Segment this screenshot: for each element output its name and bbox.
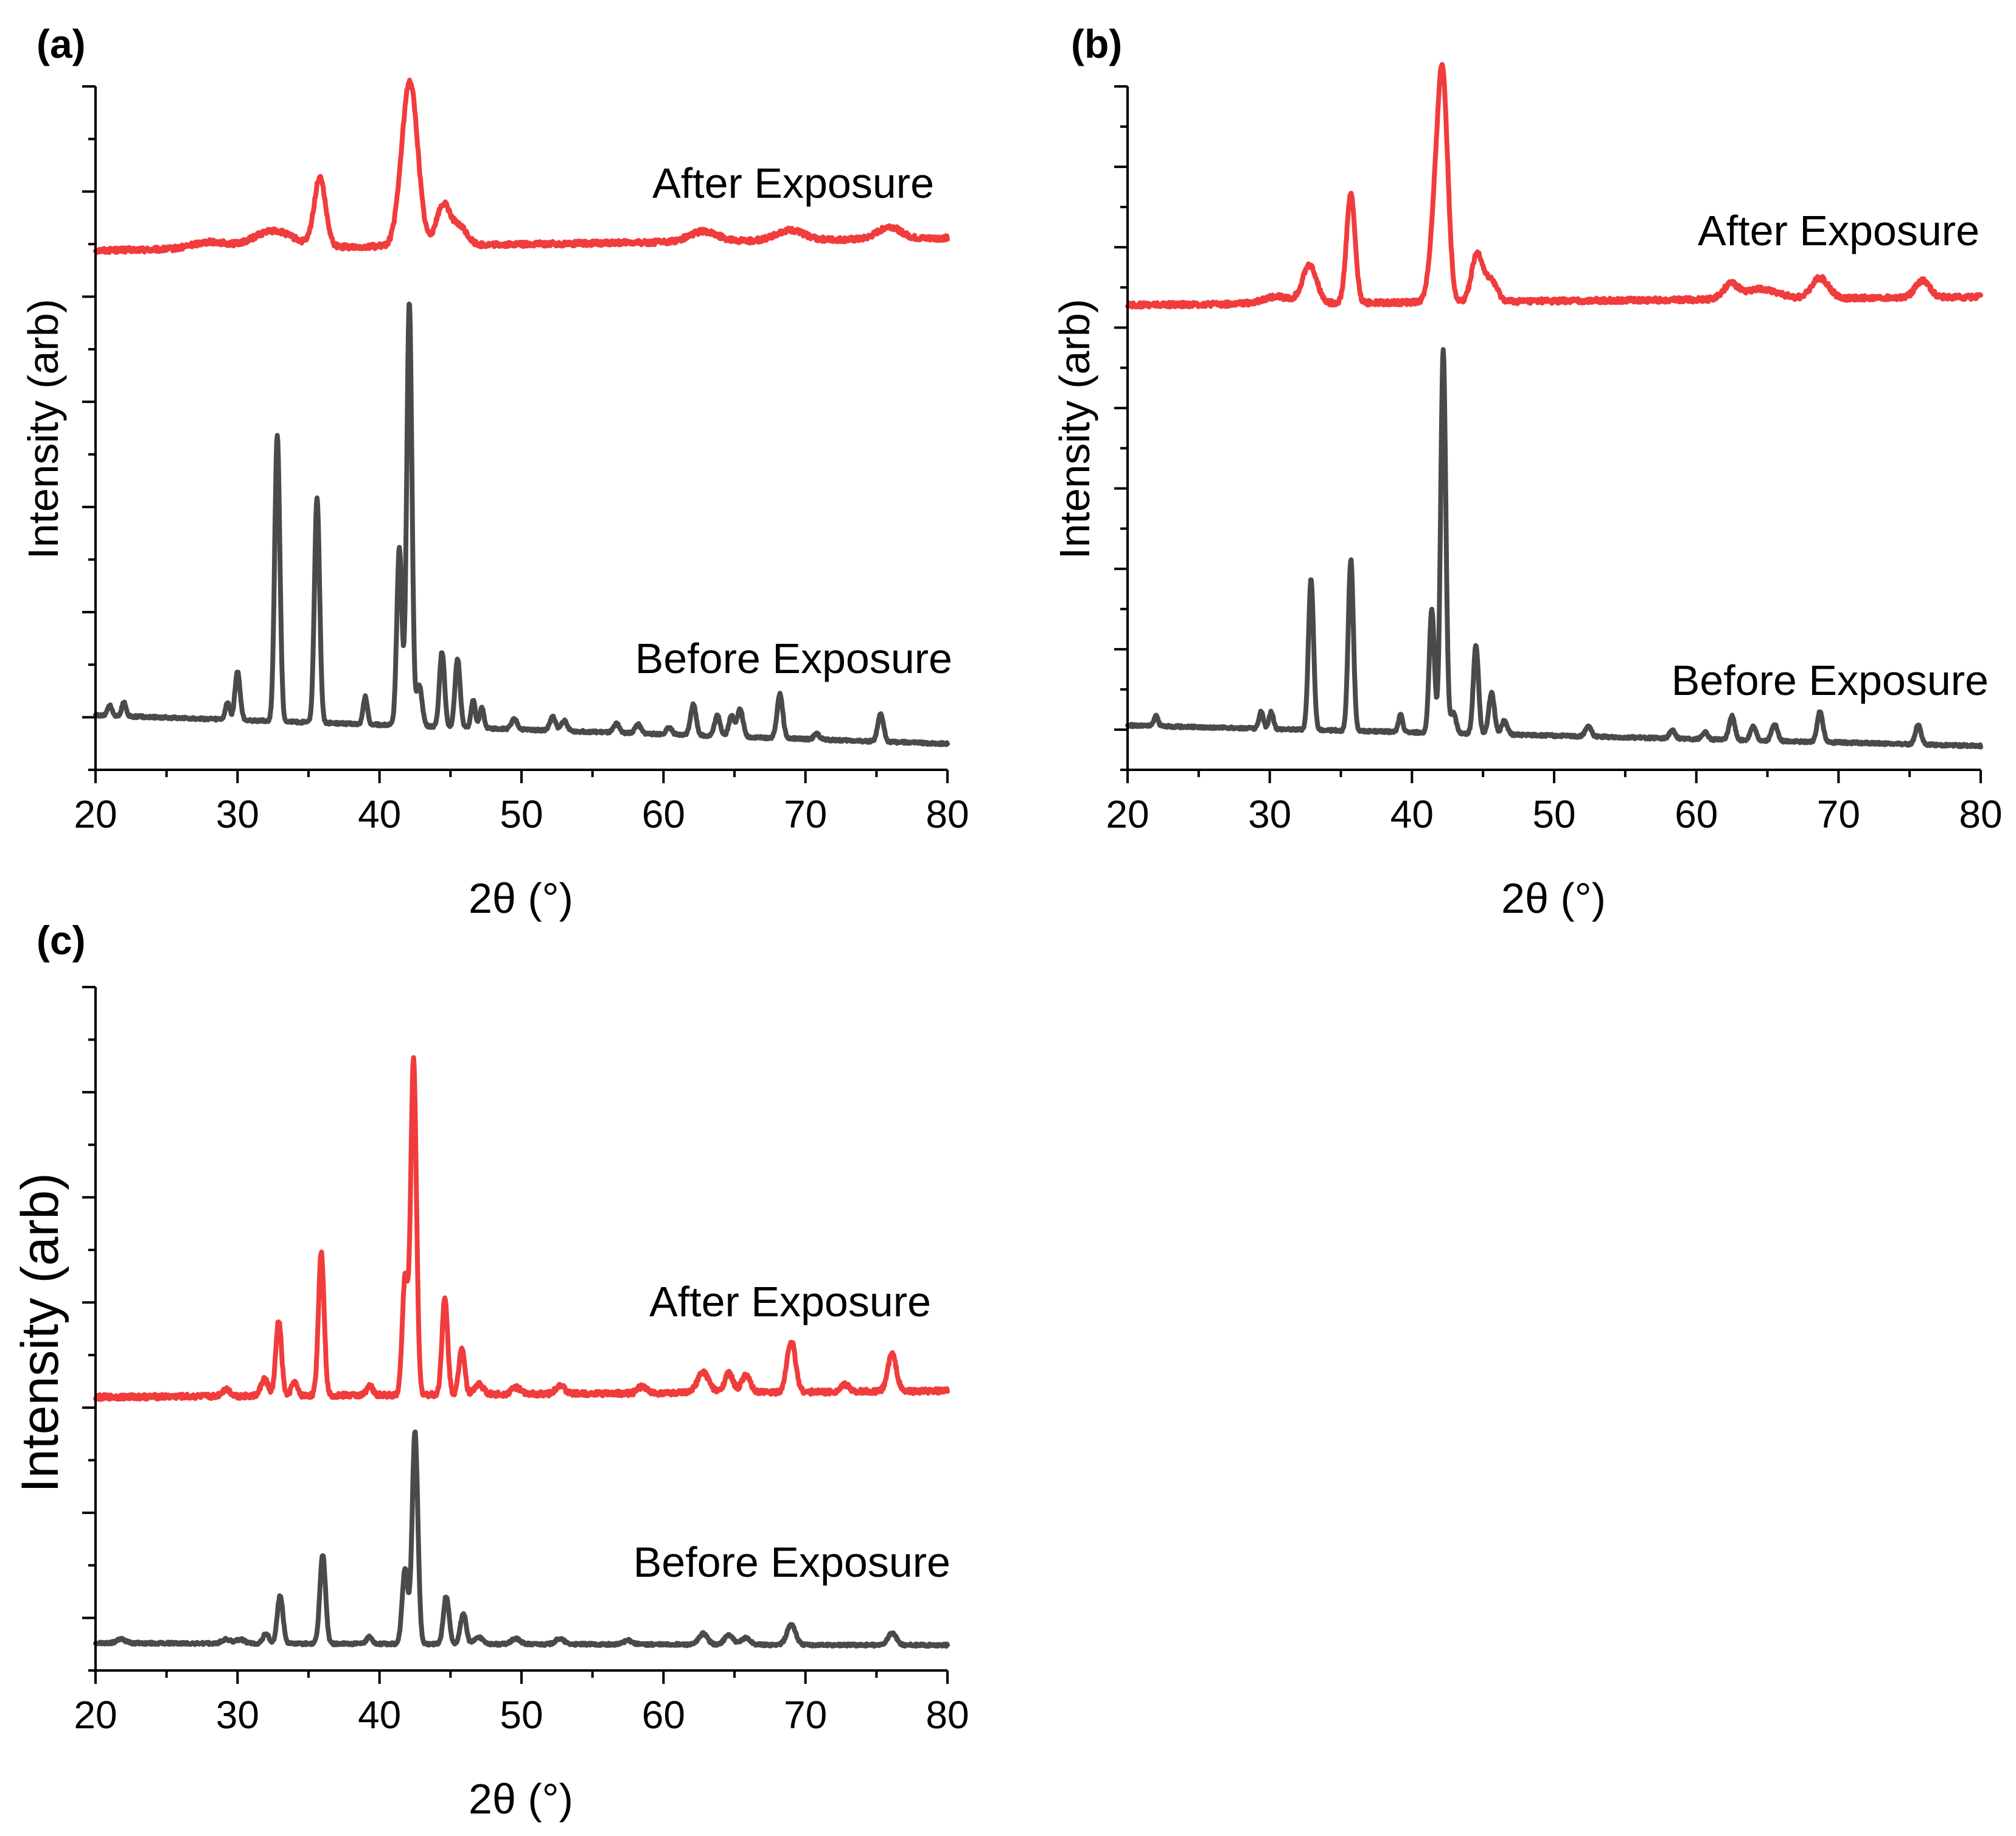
x-tick-label: 70 — [784, 792, 827, 836]
panel-a: (a) 20 30 40 50 60 70 80 After Exposure Before… — [19, 21, 969, 922]
x-tick-label: 60 — [642, 792, 685, 836]
x-tick-label: 20 — [1106, 792, 1149, 836]
after-exposure-trace — [93, 77, 950, 255]
panel-a-y-axis-label: Intensity (arb) — [19, 299, 67, 559]
x-tick-label: 70 — [784, 1693, 827, 1737]
x-tick-label: 50 — [500, 792, 543, 836]
before-exposure-trace — [93, 1429, 950, 1649]
panel-b-traces — [1125, 61, 1983, 750]
panel-a-before-label: Before Exposure — [635, 635, 952, 682]
x-tick-label: 20 — [74, 792, 117, 836]
panel-c-y-axis-label: Intensity (arb) — [11, 1173, 69, 1493]
x-tick-label: 40 — [358, 1693, 401, 1737]
x-tick-label: 80 — [926, 1693, 969, 1737]
panel-a-label: (a) — [37, 21, 86, 66]
before-exposure-trace — [93, 301, 950, 747]
x-tick-label: 80 — [926, 792, 969, 836]
before-exposure-trace — [1125, 347, 1983, 750]
x-tick-label: 30 — [216, 1693, 259, 1737]
panel-b-after-label: After Exposure — [1698, 207, 1979, 254]
panel-c-traces — [93, 1055, 950, 1649]
x-tick-label: 50 — [1532, 792, 1575, 836]
x-tick-label: 60 — [1675, 792, 1718, 836]
x-tick-label: 40 — [358, 792, 401, 836]
panel-b-y-axis-label: Intensity (arb) — [1051, 299, 1098, 559]
x-tick-label: 40 — [1390, 792, 1434, 836]
x-tick-label: 30 — [1248, 792, 1291, 836]
x-tick-label: 20 — [74, 1693, 117, 1737]
panel-c-label: (c) — [37, 918, 86, 963]
x-tick-label: 30 — [216, 792, 259, 836]
panel-b-ticks: 20 30 40 50 60 70 80 — [1106, 85, 2003, 836]
panel-c-x-axis-label: 2θ (°) — [469, 1775, 573, 1823]
x-tick-label: 80 — [1959, 792, 2002, 836]
panel-c-after-label: After Exposure — [649, 1278, 931, 1325]
x-tick-label: 50 — [500, 1693, 543, 1737]
panel-a-traces — [93, 77, 950, 747]
panel-c-ticks: 20 30 40 50 60 70 80 — [74, 986, 969, 1737]
panel-a-after-label: After Exposure — [652, 159, 934, 207]
panel-a-x-axis-label: 2θ (°) — [469, 874, 573, 922]
after-exposure-trace — [1125, 61, 1983, 310]
panel-b-label: (b) — [1071, 21, 1122, 66]
x-tick-label: 60 — [642, 1693, 685, 1737]
after-exposure-trace — [93, 1055, 950, 1402]
panel-c-before-label: Before Exposure — [633, 1538, 950, 1586]
panel-b: (b) 20 30 40 50 60 70 80 After Exposure Before… — [1051, 21, 2003, 922]
panel-a-ticks: 20 30 40 50 60 70 80 — [74, 85, 969, 836]
panel-b-before-label: Before Exposure — [1672, 657, 1989, 704]
x-tick-label: 70 — [1817, 792, 1860, 836]
panel-c: (c) 20 30 40 50 60 70 80 After Exposure Before… — [11, 918, 969, 1823]
panel-b-x-axis-label: 2θ (°) — [1501, 874, 1606, 922]
